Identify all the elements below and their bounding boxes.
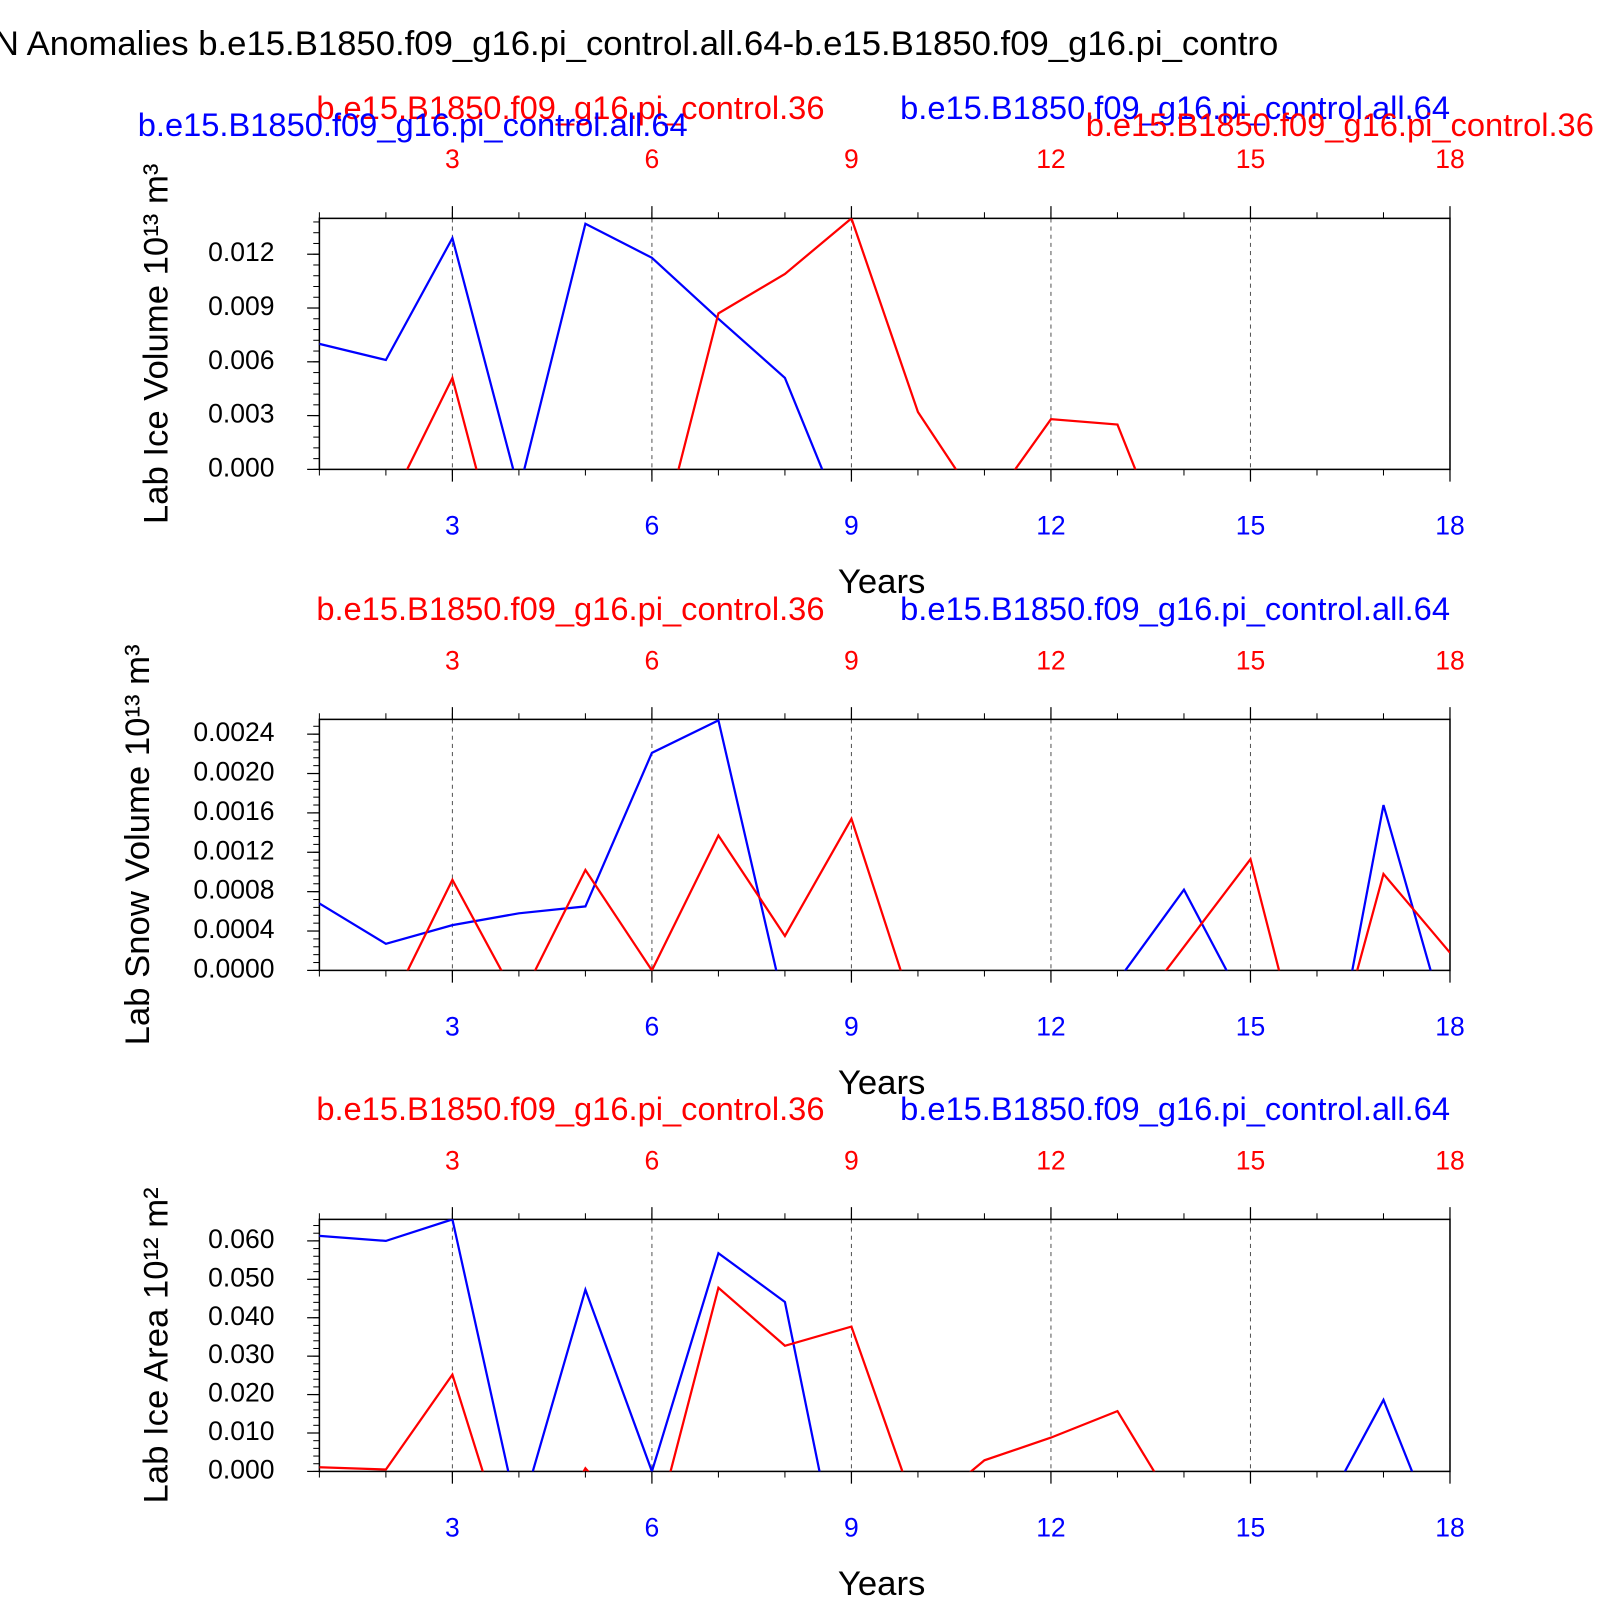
x-tick-label: 12 — [1036, 511, 1066, 541]
x-tick-label: 18 — [1435, 511, 1465, 541]
y-tick-label: 0.050 — [208, 1262, 274, 1292]
legend-label: b.e15.B1850.f09_g16.pi_control.36 — [316, 590, 824, 627]
x-tick-label: 6 — [645, 511, 660, 541]
y-axis-label: Lab Ice Area 10¹² m² — [137, 1187, 175, 1503]
y-tick-label: 0.0000 — [193, 953, 274, 983]
x-tick-label: 6 — [645, 1012, 660, 1042]
x-tick-label: 3 — [445, 1513, 460, 1543]
y-tick-label: 0.006 — [208, 345, 274, 375]
legend-label: b.e15.B1850.f09_g16.pi_control.36 — [316, 1090, 824, 1127]
y-tick-label: 0.0012 — [193, 835, 274, 865]
x-top-tick-label: 6 — [645, 645, 660, 675]
x-top-tick-label: 3 — [445, 144, 460, 174]
x-axis-label: Years — [838, 1565, 925, 1600]
y-tick-label: 0.003 — [208, 399, 274, 429]
x-tick-label: 9 — [844, 1012, 859, 1042]
x-top-tick-label: 15 — [1236, 1145, 1266, 1175]
y-tick-label: 0.0004 — [193, 914, 274, 944]
x-top-tick-label: 15 — [1236, 645, 1266, 675]
x-axis-label: Years — [838, 1064, 925, 1102]
x-top-tick-label: 9 — [844, 645, 859, 675]
x-top-tick-label: 6 — [645, 1145, 660, 1175]
x-tick-label: 15 — [1236, 1012, 1266, 1042]
y-tick-label: 0.000 — [208, 1454, 274, 1484]
plot-frame — [318, 718, 1451, 972]
series-line — [319, 719, 1432, 971]
x-tick-label: 9 — [844, 511, 859, 541]
y-tick-label: 0.010 — [208, 1416, 274, 1446]
plot-frame — [318, 1218, 1451, 1473]
x-top-tick-label: 18 — [1435, 1145, 1465, 1175]
y-tick-label: 0.009 — [208, 291, 274, 321]
y-tick-label: 0.000 — [208, 452, 274, 482]
y-tick-label: 0.0020 — [193, 757, 274, 787]
series-line — [319, 222, 824, 470]
series-line — [319, 1219, 1414, 1472]
series-line — [405, 218, 1137, 470]
legend-label: b.e15.B1850.f09_g16.pi_control.36 — [316, 89, 824, 126]
x-tick-label: 6 — [645, 1513, 660, 1543]
y-tick-label: 0.040 — [208, 1301, 274, 1331]
x-top-tick-label: 18 — [1435, 645, 1465, 675]
x-top-tick-label: 12 — [1036, 1145, 1066, 1175]
x-tick-label: 15 — [1236, 511, 1266, 541]
x-tick-label: 12 — [1036, 1513, 1066, 1543]
chart-title: N Anomalies b.e15.B1850.f09_g16.pi_contr… — [0, 25, 1278, 63]
x-tick-label: 3 — [445, 1012, 460, 1042]
y-tick-label: 0.030 — [208, 1339, 274, 1369]
x-top-tick-label: 3 — [445, 1145, 460, 1175]
x-top-tick-label: 6 — [645, 144, 660, 174]
x-top-tick-label: 9 — [844, 1145, 859, 1175]
legend-label: b.e15.B1850.f09_g16.pi_control.all.64 — [900, 590, 1450, 627]
x-tick-label: 9 — [844, 1513, 859, 1543]
x-top-tick-label: 3 — [445, 645, 460, 675]
x-tick-label: 15 — [1236, 1513, 1266, 1543]
x-tick-label: 3 — [445, 511, 460, 541]
y-tick-label: 0.020 — [208, 1378, 274, 1408]
series-line — [406, 816, 1450, 971]
legend-label: b.e15.B1850.f09_g16.pi_control.36 — [1086, 106, 1594, 143]
series-line — [319, 1285, 1156, 1472]
y-tick-label: 0.0008 — [193, 875, 274, 905]
x-tick-label: 12 — [1036, 1012, 1066, 1042]
x-top-tick-label: 12 — [1036, 645, 1066, 675]
y-axis-label: Lab Ice Volume 10¹³ m³ — [137, 164, 175, 525]
legend-label: b.e15.B1850.f09_g16.pi_control.all.64 — [900, 1090, 1450, 1127]
y-tick-label: 0.012 — [208, 237, 274, 267]
legend-label: b.e15.B1850.f09_g16.pi_control.all.64 — [138, 106, 688, 143]
y-tick-label: 0.0016 — [193, 796, 274, 826]
x-top-tick-label: 18 — [1435, 144, 1465, 174]
x-top-tick-label: 9 — [844, 144, 859, 174]
y-axis-label: Lab Snow Volume 10¹³ m³ — [119, 644, 157, 1045]
plot-frame — [318, 217, 1451, 471]
y-tick-label: 0.060 — [208, 1224, 274, 1254]
y-tick-label: 0.0024 — [193, 717, 274, 747]
x-top-tick-label: 12 — [1036, 144, 1066, 174]
x-axis-label: Years — [838, 563, 925, 601]
x-top-tick-label: 15 — [1236, 144, 1266, 174]
x-tick-label: 18 — [1435, 1513, 1465, 1543]
legend-label: b.e15.B1850.f09_g16.pi_control.all.64 — [900, 89, 1450, 126]
x-tick-label: 18 — [1435, 1012, 1465, 1042]
plot-root: 3 3 6 6 9 9 12 12 15 15 18 18 0.000 0.003 0.006 0.009 0.… — [0, 25, 1594, 1600]
